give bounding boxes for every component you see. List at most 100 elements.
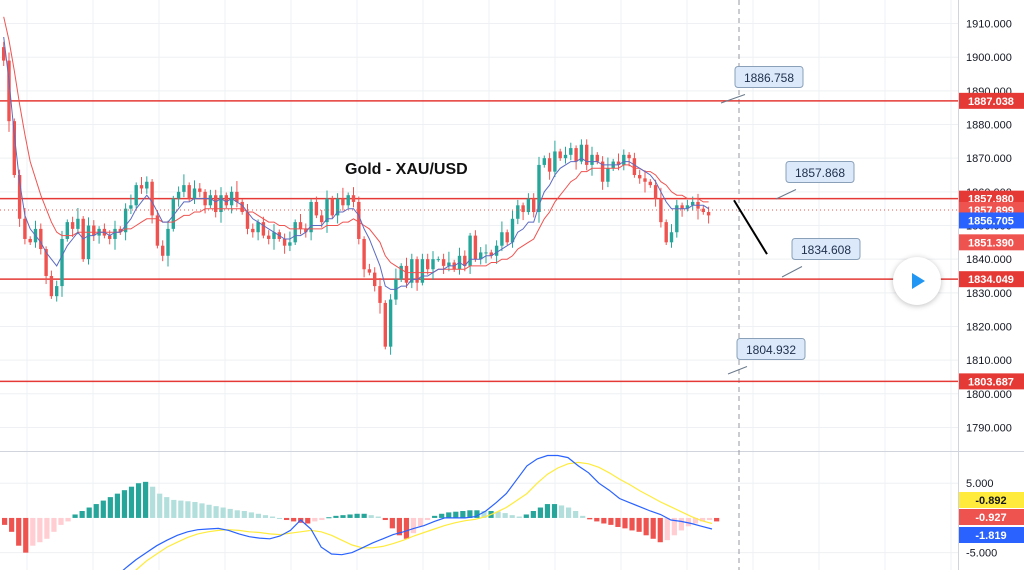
candle-body — [600, 161, 605, 182]
candle-body — [304, 228, 308, 233]
macd-line — [116, 454, 713, 575]
macd-histogram-bar — [382, 517, 388, 521]
candle-body — [553, 151, 557, 172]
candle-body — [489, 252, 493, 256]
candle-body — [325, 198, 329, 223]
macd-histogram-bar — [516, 516, 522, 518]
candle-body — [685, 205, 690, 209]
macd-histogram-bar — [135, 483, 142, 518]
candle-body — [346, 195, 350, 206]
candle-body — [664, 222, 668, 243]
candle-body — [28, 238, 32, 243]
candle-body — [473, 235, 478, 260]
macd-histogram-bar — [30, 517, 36, 546]
price-badge-bg — [959, 212, 1024, 229]
candle-body — [198, 188, 202, 192]
candle-body — [134, 185, 138, 206]
macd-histogram-bar — [143, 481, 149, 518]
candle-body — [39, 228, 43, 250]
candle-body — [399, 265, 403, 280]
candle-body — [118, 228, 122, 233]
macd-histogram-bar — [417, 517, 424, 527]
candle-body — [219, 195, 223, 213]
price-tick-label: 1810.000 — [966, 355, 1012, 367]
candle-body — [622, 154, 626, 165]
level-price-badge-bg — [959, 271, 1024, 288]
candle-body — [426, 259, 430, 270]
macd-histogram-bar — [79, 511, 85, 518]
candle-body — [516, 205, 520, 219]
candle-body — [70, 222, 75, 229]
macd-histogram-bar — [375, 516, 381, 518]
candle-body — [182, 185, 186, 192]
macd-value-badge-bg — [959, 492, 1024, 508]
candle-body — [653, 185, 658, 199]
candle-body — [627, 154, 631, 159]
macd-histogram-bar — [58, 517, 64, 525]
candle-body — [161, 245, 165, 256]
macd-histogram-bar — [114, 493, 120, 518]
candle-body — [240, 201, 244, 213]
macd-histogram-bar — [615, 517, 621, 527]
macd-value-badge: -0.892 — [975, 495, 1006, 507]
macd-histogram-bar — [608, 517, 614, 525]
candle-body — [505, 232, 509, 243]
play-icon — [912, 273, 925, 289]
candle-body — [590, 154, 594, 165]
macd-histogram-bar — [467, 510, 473, 518]
candle-body — [494, 245, 499, 256]
candle-body — [341, 198, 345, 206]
macd-histogram-bar — [622, 517, 628, 529]
price-tick-label: 1820.000 — [966, 321, 1012, 333]
macd-histogram-bar — [234, 510, 240, 518]
macd-signal-line — [127, 461, 713, 575]
macd-histogram-bar — [410, 517, 417, 534]
macd-histogram-bar — [707, 517, 713, 521]
callout-label: 1857.868 — [795, 166, 845, 180]
macd-histogram-bar — [692, 517, 699, 524]
candle-body — [7, 60, 11, 122]
macd-tick-label: 5.000 — [966, 478, 994, 490]
callout-label: 1886.758 — [744, 71, 794, 85]
macd-histogram-bar — [340, 515, 346, 518]
macd-histogram-bar — [178, 500, 184, 518]
macd-histogram-bar — [403, 517, 410, 539]
macd-histogram-bar — [319, 517, 325, 521]
macd-histogram-bar — [164, 497, 170, 518]
candle-body — [44, 249, 48, 276]
candle-body — [76, 218, 80, 229]
macd-value-badge-bg — [959, 509, 1024, 525]
candle-body — [251, 228, 255, 233]
macd-histogram-bar — [241, 511, 247, 518]
macd-histogram-bar — [650, 517, 656, 539]
macd-histogram-bar — [213, 506, 219, 518]
level-price-badge: 1803.687 — [968, 376, 1014, 388]
price-badge-bg — [959, 234, 1024, 251]
macd-histogram-bar — [276, 517, 283, 519]
candle-body — [547, 158, 552, 172]
candle-body — [574, 148, 578, 162]
candle-body — [123, 208, 128, 233]
candle-body — [12, 121, 16, 176]
chart-title: Gold - XAU/USD — [345, 161, 468, 178]
macd-histogram-bar — [199, 503, 205, 518]
callout-box — [736, 338, 806, 360]
candle-body — [288, 242, 292, 246]
candle-body — [293, 222, 297, 243]
play-button[interactable] — [893, 257, 941, 305]
macd-histogram-bar — [9, 517, 15, 532]
macd-histogram-bar — [44, 517, 50, 539]
macd-histogram-bar — [312, 517, 318, 522]
candle-body — [113, 228, 117, 239]
candle-body — [706, 212, 711, 216]
price-axis: 1790.000 1800.000 1810.000 1820.000 1830.000… — [959, 19, 1024, 560]
candle-body — [532, 198, 536, 213]
candle-body — [192, 188, 197, 199]
level-price-badge: 1887.038 — [968, 96, 1014, 108]
candle-body — [224, 195, 228, 206]
candle-body — [86, 225, 91, 260]
candle-body — [150, 181, 154, 216]
macd-pane — [2, 454, 720, 575]
